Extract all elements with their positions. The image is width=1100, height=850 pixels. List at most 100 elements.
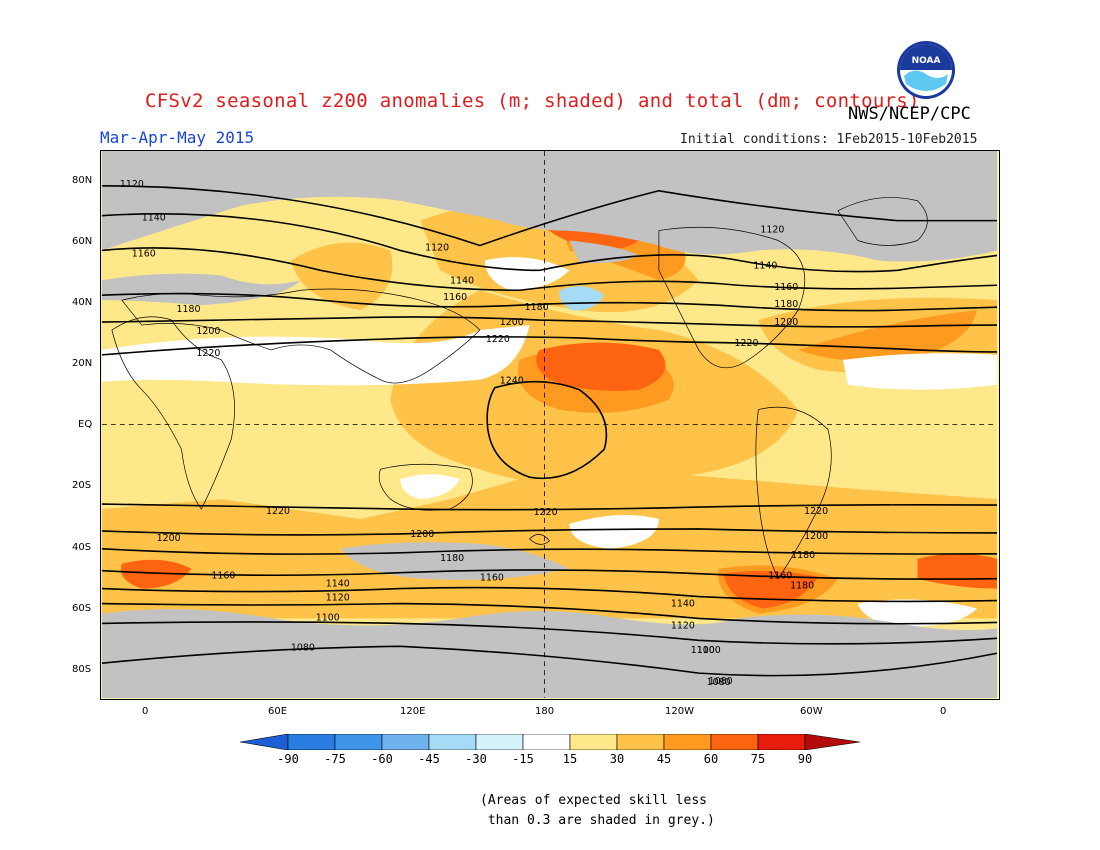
lon-label: 120E [400,706,426,717]
contour-label: 1160 [132,248,156,259]
low-skill-grey-eurasia [101,273,301,306]
colorbar-swatch [522,734,571,750]
contour-label: 1140 [753,260,777,271]
lat-label: 20S [72,480,92,491]
colorbar-label: 90 [797,752,813,766]
contour-label: 1200 [410,529,434,540]
contour-1180-nh [101,292,998,312]
colorbar-label: -60 [371,752,393,766]
lat-label: 40S [72,542,92,553]
anomaly-area-60-75-atl [917,553,998,589]
contour-label: 1120 [120,179,144,190]
contour-1100-sh [101,621,998,645]
contour-label: 1200 [157,533,181,544]
negative-anomaly-npac [559,286,605,311]
contour-label: 1220 [486,334,510,345]
colorbar-swatch [710,734,759,750]
colorbar-swatch [428,734,477,750]
contour-label: 1160 [443,292,467,303]
lon-label: 0 [142,706,149,717]
contour-1160-sh [101,569,998,580]
anomaly-map: 1120 1140 1160 1180 1200 1220 1240 1220 … [100,150,1000,700]
contour-1220-nh [101,336,998,356]
noaa-logo-icon: NOAA [897,41,955,99]
contour-label: 1140 [142,213,166,224]
noaa-logo-text: NOAA [912,56,941,66]
anomaly-area-60-75-tropics [536,342,666,391]
lon-label: 60W [800,706,823,717]
skill-note: (Areas of expected skill less than 0.3 a… [480,791,715,831]
contour-label: 1080 [709,676,733,687]
contour-label: 1180 [774,299,798,310]
contour-label: 1180 [440,553,464,564]
lat-label: 60N [72,236,93,247]
colorbar-swatch [287,734,336,750]
contour-label: 1100 [691,645,715,656]
low-skill-grey-arctic [101,151,998,262]
neutral-area-npac [484,257,570,291]
contour-label: 1200 [804,531,828,542]
contour-label: 1120 [326,593,350,604]
colorbar-swatch [616,734,665,750]
map-canvas: 1120 1140 1160 1180 1200 1220 1240 1220 … [101,151,998,698]
skill-note-line1: (Areas of expected skill less [480,793,707,808]
colorbar-swatch [475,734,524,750]
contour-1140-nh [101,213,998,273]
contour-label: 1220 [196,348,220,359]
contour-label: 1160 [211,571,235,582]
colorbar-label: 30 [609,752,625,766]
contour-1200-sh [101,528,998,536]
colorbar-label: -45 [418,752,440,766]
contour-label: 1180 [525,302,549,313]
colorbar-label: 15 [562,752,578,766]
contour-1240-tropics [486,380,608,480]
initial-conditions-label: Initial conditions: 1Feb2015-10Feb2015 [680,132,978,147]
neutral-area-sh-atl [857,599,978,627]
skill-note-line2: than 0.3 are shaded in grey.) [480,813,715,828]
agency-label: NWS/NCEP/CPC [848,104,971,124]
contour-label: 1120 [760,225,784,236]
contour-1120-nh [101,185,998,247]
anomaly-area-60-75-sio [121,559,192,589]
contour-label: 1080 [707,677,731,688]
contour-label: 1140 [450,275,474,286]
contour-label: 1220 [266,506,290,517]
colorbar-label: -30 [465,752,487,766]
contour-1200-nh [101,316,998,328]
contour-1160-nh [101,247,998,292]
contour-1180-sh [101,548,998,555]
contour-label: 1160 [480,573,504,584]
colorbar-left-arrow [240,734,289,750]
chart-title: CFSv2 seasonal z200 anomalies (m; shaded… [145,90,920,112]
season-label: Mar-Apr-May 2015 [100,128,255,147]
colorbar-swatch [569,734,618,750]
contour-label: 1200 [774,317,798,328]
contour-label: 1140 [671,599,695,610]
contour-label: 1180 [790,581,814,592]
colorbar-swatch [381,734,430,750]
colorbar-right-arrow [804,734,860,750]
lat-label: 40N [72,297,93,308]
lat-label: 80N [72,175,93,186]
contour-label: 1240 [500,376,524,387]
colorbar [240,734,860,750]
lat-label: 60S [72,603,92,614]
colorbar-label: -75 [324,752,346,766]
contour-label: 1160 [768,571,792,582]
neutral-band-nh-subtropics [101,325,530,386]
contour-label: 1100 [316,612,340,623]
contour-1120-sh [101,602,998,625]
contour-label: 1220 [534,507,558,518]
contour-label: 1080 [291,642,315,653]
colorbar-swatch [663,734,712,750]
colorbar-label: 75 [750,752,766,766]
contour-1220-sh [101,503,998,511]
lon-label: 60E [268,706,288,717]
contour-label: 1200 [500,317,524,328]
colorbar-label: -15 [512,752,534,766]
lon-label: 120W [665,706,694,717]
colorbar-label: -90 [277,752,299,766]
contour-label: 1180 [791,550,815,561]
lon-label: 0 [940,706,947,717]
contour-label: 1220 [804,506,828,517]
